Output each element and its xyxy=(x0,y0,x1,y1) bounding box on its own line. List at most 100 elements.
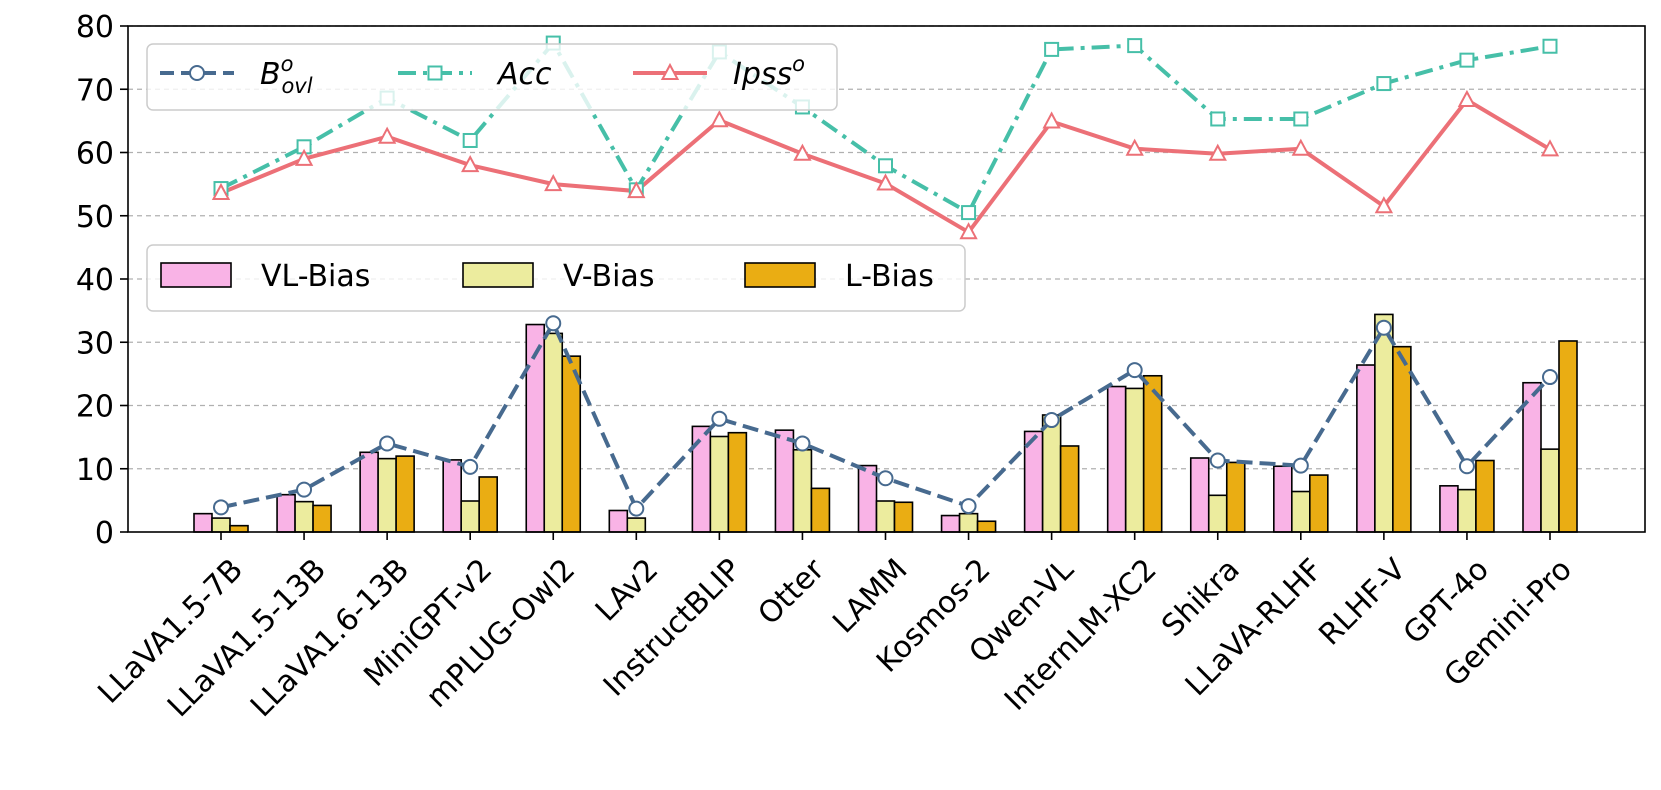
x-tick-label: RLHF-V xyxy=(1312,552,1413,653)
legend-label-acc: Acc xyxy=(496,57,552,92)
marker-ipss xyxy=(793,143,812,161)
bar-l-bias xyxy=(1309,474,1329,533)
marker-ipss xyxy=(461,155,480,173)
bar-l-bias xyxy=(1059,445,1080,533)
legend-label-v-bias: V-Bias xyxy=(563,259,654,294)
bar-l-bias xyxy=(561,355,582,533)
line-markers xyxy=(211,35,1560,517)
bar-v-bias xyxy=(958,512,979,533)
marker-acc xyxy=(1127,38,1143,54)
bars xyxy=(193,313,1578,533)
bar-l-bias xyxy=(1392,345,1412,533)
y-tick-label: 10 xyxy=(76,453,114,488)
bar-l-bias xyxy=(229,524,249,533)
marker-b xyxy=(1458,458,1475,475)
bar-vl-bias xyxy=(940,514,961,533)
bar-v-bias xyxy=(875,500,896,533)
bar-v-bias xyxy=(377,457,397,533)
bar-v-bias xyxy=(709,435,730,533)
x-tick-label: LLaVA1.5-7B xyxy=(91,552,249,710)
marker-ipss xyxy=(1540,139,1560,157)
legend-label-ipss: Ipsso xyxy=(733,52,805,92)
bar-l-bias xyxy=(727,431,748,533)
marker-b xyxy=(545,315,562,332)
y-tick-label: 80 xyxy=(76,10,114,45)
marker-ipss xyxy=(959,222,978,240)
x-tick-label: InternLM-XC2 xyxy=(998,552,1164,718)
bar-v-bias xyxy=(1041,414,1062,533)
marker-ipss xyxy=(1374,196,1394,214)
y-tick-label: 20 xyxy=(76,390,114,425)
legend-label-b: Bo ovl xyxy=(260,52,313,98)
marker-ipss xyxy=(1208,143,1227,161)
marker-b xyxy=(1542,369,1558,386)
marker-acc xyxy=(462,132,478,148)
marker-b xyxy=(296,481,313,498)
legend-box-lines xyxy=(146,43,838,111)
bar-vl-bias xyxy=(442,459,462,533)
marker-acc xyxy=(961,205,977,221)
legend-label-vl-bias: VL-Bias xyxy=(261,259,370,294)
bar-l-bias xyxy=(395,455,415,533)
bar-vl-bias xyxy=(1273,465,1293,533)
marker-ipss xyxy=(544,174,563,192)
marker-ipss xyxy=(627,180,646,199)
bar-l-bias xyxy=(312,504,332,533)
marker-acc xyxy=(1542,38,1558,54)
bar-l-bias xyxy=(810,487,831,533)
marker-b xyxy=(960,498,977,515)
bar-v-bias xyxy=(1207,494,1228,533)
bar-v-bias xyxy=(1291,490,1311,533)
marker-acc xyxy=(1210,111,1226,127)
bar-l-bias xyxy=(1558,340,1578,533)
marker-b xyxy=(379,435,396,452)
legend-lines: Bo ovl Acc Ipsso xyxy=(146,43,838,111)
legend-box-bars xyxy=(146,244,966,312)
axes: 01020304050607080LLaVA1.5-7BLLaVA1.5-13B… xyxy=(76,10,1579,724)
y-tick-label: 30 xyxy=(76,326,114,361)
bar-vl-bias xyxy=(774,429,795,533)
bar-v-bias xyxy=(1457,488,1477,533)
marker-ipss xyxy=(294,148,314,166)
bar-v-bias xyxy=(460,500,480,533)
marker-b xyxy=(711,410,728,427)
bar-l-bias xyxy=(478,476,498,533)
x-tick-label: Otter xyxy=(752,552,832,632)
bar-vl-bias xyxy=(276,493,296,533)
marker-b xyxy=(794,435,811,452)
marker-ipss xyxy=(1457,89,1477,108)
legend-swatch-v-bias xyxy=(462,262,534,288)
marker-b xyxy=(213,499,229,516)
legend-swatch-l-bias xyxy=(744,262,816,288)
marker-acc xyxy=(1293,111,1309,127)
y-tick-label: 70 xyxy=(76,73,114,108)
marker-ipss xyxy=(876,173,895,191)
bar-vl-bias xyxy=(1439,485,1459,533)
legend-bars: VL-Bias V-Bias L-Bias xyxy=(146,244,966,312)
marker-acc xyxy=(1044,41,1060,57)
bar-l-bias xyxy=(1225,461,1246,533)
y-tick-label: 40 xyxy=(76,263,114,298)
marker-ipss xyxy=(1291,138,1310,156)
marker-ipss xyxy=(710,110,729,128)
marker-b xyxy=(1126,362,1143,379)
marker-b xyxy=(462,458,479,475)
marker-acc xyxy=(878,158,893,174)
y-tick-label: 0 xyxy=(95,516,114,551)
bar-v-bias xyxy=(1540,448,1560,533)
bar-v-bias xyxy=(792,448,813,533)
marker-b xyxy=(1209,452,1226,469)
bar-l-bias xyxy=(1475,459,1495,533)
bar-vl-bias xyxy=(608,509,629,533)
bar-l-bias xyxy=(976,520,997,533)
marker-b xyxy=(1043,412,1060,429)
y-tick-label: 60 xyxy=(76,137,114,172)
bar-v-bias xyxy=(1124,387,1145,533)
bar-vl-bias xyxy=(1356,364,1376,533)
legend-label-l-bias: L-Bias xyxy=(845,259,934,294)
marker-b xyxy=(877,470,894,487)
marker-ipss xyxy=(377,126,397,144)
bar-v-bias xyxy=(626,517,647,533)
